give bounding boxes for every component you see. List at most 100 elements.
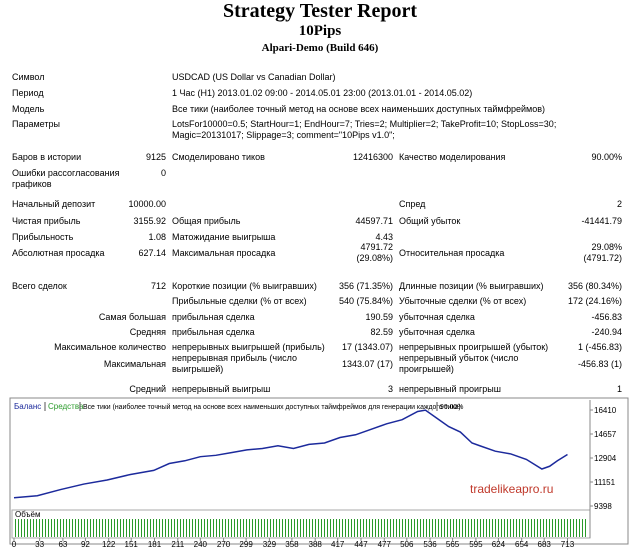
y-tick-label: 14657 [594,430,617,439]
cell: Ошибки рассогласования графиков [12,168,120,189]
cell: 44597.71 [355,216,393,226]
cell: Прибыльность [12,232,74,242]
cell: Период [12,88,44,98]
cell: Параметры [12,119,60,129]
cell: LotsFor10000=0.5; StartHour=1; EndHour=7… [172,119,557,140]
x-tick-label: 654 [515,540,529,549]
cell: 1 [616,384,622,394]
cell: 10000.00 [128,199,166,209]
cell: Общая прибыль [172,216,241,226]
cell: 90.00% [591,152,622,162]
cell: USDCAD (US Dollar vs Canadian Dollar) [172,72,336,82]
x-tick-label: 299 [239,540,253,549]
cell: непрерывных выигрышей (прибыль) [172,342,325,352]
cell: непрерывный убыток (число проигрышей) [399,353,519,374]
title: Strategy Tester Report [222,0,418,22]
cell: 4.43 [375,232,393,242]
cell: Относительная просадка [399,248,505,258]
cell: прибыльная сделка [172,327,255,337]
cell: 82.59 [370,327,393,337]
cell: Символ [12,72,45,82]
x-tick-label: 388 [309,540,323,549]
x-tick-label: 624 [492,540,506,549]
legend-equity: Средства [48,402,84,411]
cell: Спред [399,199,426,209]
subtitle: 10Pips [298,23,342,39]
cell: 356 (71.35%) [338,281,393,291]
cell: непрерывных проигрышей (убыток) [399,342,549,352]
cell: Максимальная просадка [172,248,276,258]
x-tick-label: 92 [81,540,90,549]
cell: 4791.72 (29.08%) [356,242,393,263]
x-tick-label: 211 [171,540,184,549]
cell: Максимальная [103,359,166,369]
watermark: tradelikeapro.ru [470,482,553,496]
x-tick-label: 595 [469,540,483,549]
volume-label: Объём [15,510,41,519]
cell: Средняя [129,327,166,337]
x-tick-label: 536 [423,540,437,549]
legend-model: Все тики (наиболее точный метод на основ… [83,403,461,411]
volume-bars [14,519,588,537]
y-tick-label: 12904 [594,454,617,463]
x-tick-label: 358 [285,540,299,549]
cell: 1 Час (H1) 2013.01.02 09:00 - 2014.05.01… [172,88,473,98]
server: Alpari-Demo (Build 646) [261,42,379,54]
x-tick-label: 683 [538,540,552,549]
cell: Длинные позиции (% выигравших) [399,281,544,291]
cell: Прибыльные сделки (% от всех) [172,296,307,306]
y-tick-label: 11151 [594,478,616,487]
cell: -456.83 [591,312,622,322]
cell: Матожидание выигрыша [172,232,276,242]
cell: Модель [12,104,45,114]
cell: 3 [387,384,393,394]
cell: Короткие позиции (% выигравших) [172,281,317,291]
cell: 17 (1343.07) [341,342,393,352]
x-tick-label: 329 [263,540,277,549]
cell: Максимальное количество [54,342,166,352]
x-tick-label: 0 [12,540,17,549]
balance-line [13,409,568,499]
cell: непрерывный выигрыш [172,384,271,394]
cell: 12416300 [352,152,393,162]
cell: непрерывная прибыль (число выигрышей) [172,353,298,374]
x-tick-label: 151 [125,540,139,549]
cell: 190.59 [365,312,393,322]
cell: 29.08% (4791.72) [583,242,622,263]
x-tick-label: 417 [331,540,345,549]
cell: прибыльная сделка [172,312,255,322]
x-tick-label: 447 [354,540,368,549]
cell: 712 [150,281,166,291]
cell: Убыточные сделки (% от всех) [399,296,527,306]
cell: Все тики (наиболее точный метод на основ… [172,104,545,114]
x-tick-label: 122 [102,540,116,549]
cell: -240.94 [591,327,622,337]
legend-balance: Баланс [14,402,41,411]
cell: -456.83 (1) [577,359,622,369]
cell: 172 (24.16%) [567,296,622,306]
cell: Смоделировано тиков [172,152,265,162]
cell: убыточная сделка [399,327,475,337]
cell: Самая большая [98,312,166,322]
cell: Средний [129,384,166,394]
cell: Начальный депозит [12,199,96,209]
x-tick-label: 270 [217,540,231,549]
y-tick-label: 16410 [594,406,617,415]
cell: 1343.07 (17) [341,359,393,369]
cell: Всего сделок [12,281,67,291]
cell: непрерывный проигрыш [399,384,501,394]
cell: 2 [616,199,622,209]
x-tick-label: 181 [148,540,162,549]
cell: 356 (80.34%) [567,281,622,291]
cell: Общий убыток [399,216,461,226]
cell: 1.08 [148,232,166,242]
cell: 1 (-456.83) [577,342,622,352]
cell: 9125 [145,152,166,162]
legend-quality: 90.00% [440,404,463,411]
cell: 0 [160,168,166,178]
x-tick-label: 33 [35,540,44,549]
x-tick-label: 713 [561,540,575,549]
cell: -41441.79 [581,216,622,226]
x-tick-label: 477 [378,540,392,549]
